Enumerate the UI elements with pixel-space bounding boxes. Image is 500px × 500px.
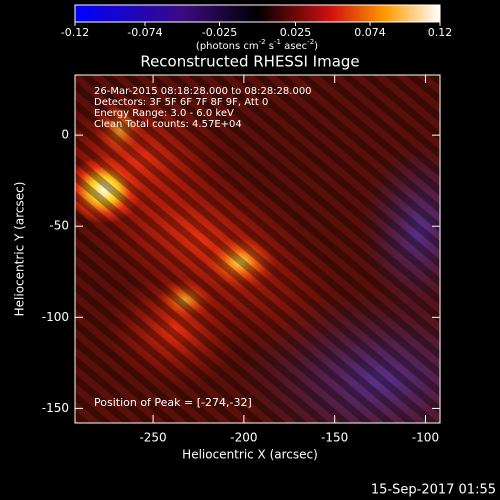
- x-tick-label: -100: [412, 431, 439, 445]
- plot-frame: [74, 74, 441, 424]
- units-part: (photons cm: [196, 41, 259, 52]
- colorbar: [74, 4, 441, 23]
- peak-label: Position of Peak = [-274,-32]: [94, 396, 252, 409]
- annotation: Detectors: 3F 5F 6F 7F 8F 9F, Att 0: [94, 97, 268, 108]
- image: [75, 75, 440, 423]
- units-part: s: [266, 41, 274, 52]
- colorbar-tick-label: 0.025: [280, 26, 312, 39]
- units-part: ): [314, 41, 318, 52]
- y-tick-label: -50: [49, 219, 69, 233]
- y-tick-label: 0: [61, 128, 69, 142]
- timestamp: 15-Sep-2017 01:55: [371, 483, 496, 498]
- x-axis-label: Heliocentric X (arcsec): [182, 448, 318, 462]
- annotation: 26-Mar-2015 08:18:28.000 to 08:28:28.000: [94, 86, 312, 97]
- colorbar-tick-label: -0.025: [202, 26, 237, 39]
- units-part: -2: [307, 38, 314, 46]
- x-tick-label: -150: [321, 431, 348, 445]
- colorbar-units: (photons cm-2 s-1 asec-2): [196, 38, 318, 52]
- annotations: 26-Mar-2015 08:18:28.000 to 08:28:28.000…: [94, 86, 312, 130]
- colorbar-units-text: (photons cm-2 s-1 asec-2): [196, 38, 318, 52]
- chart-title: Reconstructed RHESSI Image: [140, 53, 359, 71]
- colorbar-tick-label: -0.12: [61, 26, 89, 39]
- y-tick-label: -150: [42, 401, 69, 415]
- units-part: -2: [259, 38, 266, 46]
- units-part: asec: [281, 41, 307, 52]
- colorbar-tick-label: 0.12: [428, 26, 453, 39]
- units-part: -1: [274, 38, 281, 46]
- y-axis-label: Heliocentric Y (arcsec): [13, 182, 27, 317]
- annotation: Clean Total counts: 4.57E+04: [94, 119, 242, 130]
- y-tick-label: -100: [42, 310, 69, 324]
- x-tick-label: -250: [139, 431, 166, 445]
- annotation: Energy Range: 3.0 - 6.0 keV: [94, 108, 234, 119]
- x-tick-label: -200: [230, 431, 257, 445]
- colorbar-tick-label: 0.074: [354, 26, 386, 39]
- colorbar-tick-label: -0.074: [127, 26, 162, 39]
